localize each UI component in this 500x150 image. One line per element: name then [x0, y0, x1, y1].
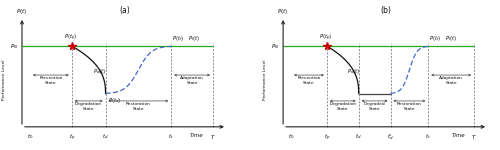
- Text: $P(t_d)$: $P(t_d)$: [108, 96, 121, 105]
- Text: $t_d$: $t_d$: [356, 132, 362, 141]
- Text: $t_p$: $t_p$: [324, 132, 330, 143]
- Text: $P(t_p)$: $P(t_p)$: [319, 33, 332, 43]
- Title: (a): (a): [119, 6, 130, 15]
- Text: $t_d$: $t_d$: [102, 132, 109, 141]
- Text: $t_r$: $t_r$: [426, 132, 432, 141]
- Text: Adaptation
State: Adaptation State: [440, 76, 463, 85]
- Text: $P_f(t)$: $P_f(t)$: [445, 34, 458, 43]
- Text: $P_N$: $P_N$: [271, 42, 279, 51]
- Text: $P(t_r)$: $P(t_r)$: [430, 34, 442, 43]
- Text: Degradation
State: Degradation State: [75, 102, 102, 111]
- Text: $P(t)$: $P(t)$: [16, 7, 28, 16]
- Text: $t_0$: $t_0$: [26, 132, 33, 141]
- Text: Restoration
State: Restoration State: [126, 102, 151, 111]
- Text: $P(t_r)$: $P(t_r)$: [172, 34, 184, 43]
- Text: $P_N$: $P_N$: [10, 42, 18, 51]
- Text: $T$: $T$: [210, 132, 216, 141]
- Text: $P_d(t)$: $P_d(t)$: [347, 68, 360, 76]
- Text: $t_p$: $t_p$: [68, 132, 75, 143]
- Text: Prevention
State: Prevention State: [39, 76, 62, 85]
- Text: Prevention
State: Prevention State: [298, 76, 320, 85]
- Text: Degradation
State: Degradation State: [329, 102, 356, 111]
- Text: Performance Level: Performance Level: [263, 60, 267, 100]
- Text: $P_f(t)$: $P_f(t)$: [188, 34, 200, 43]
- Text: $t_d'$: $t_d'$: [387, 132, 394, 142]
- Text: $P(t_p)$: $P(t_p)$: [64, 33, 78, 43]
- Text: $P_d(t)$: $P_d(t)$: [92, 68, 106, 76]
- Text: $t_0$: $t_0$: [288, 132, 294, 141]
- Text: $T$: $T$: [471, 132, 477, 141]
- Text: Time: Time: [190, 132, 204, 138]
- Text: Performance Level: Performance Level: [2, 60, 6, 100]
- Text: $t_r$: $t_r$: [168, 132, 174, 141]
- Text: Restoration
State: Restoration State: [397, 102, 422, 111]
- Text: Degraded
State: Degraded State: [364, 102, 386, 111]
- Text: Time: Time: [452, 132, 465, 138]
- Text: $P(t)$: $P(t)$: [278, 7, 288, 16]
- Text: Adaptation
State: Adaptation State: [180, 76, 204, 85]
- Title: (b): (b): [380, 6, 391, 15]
